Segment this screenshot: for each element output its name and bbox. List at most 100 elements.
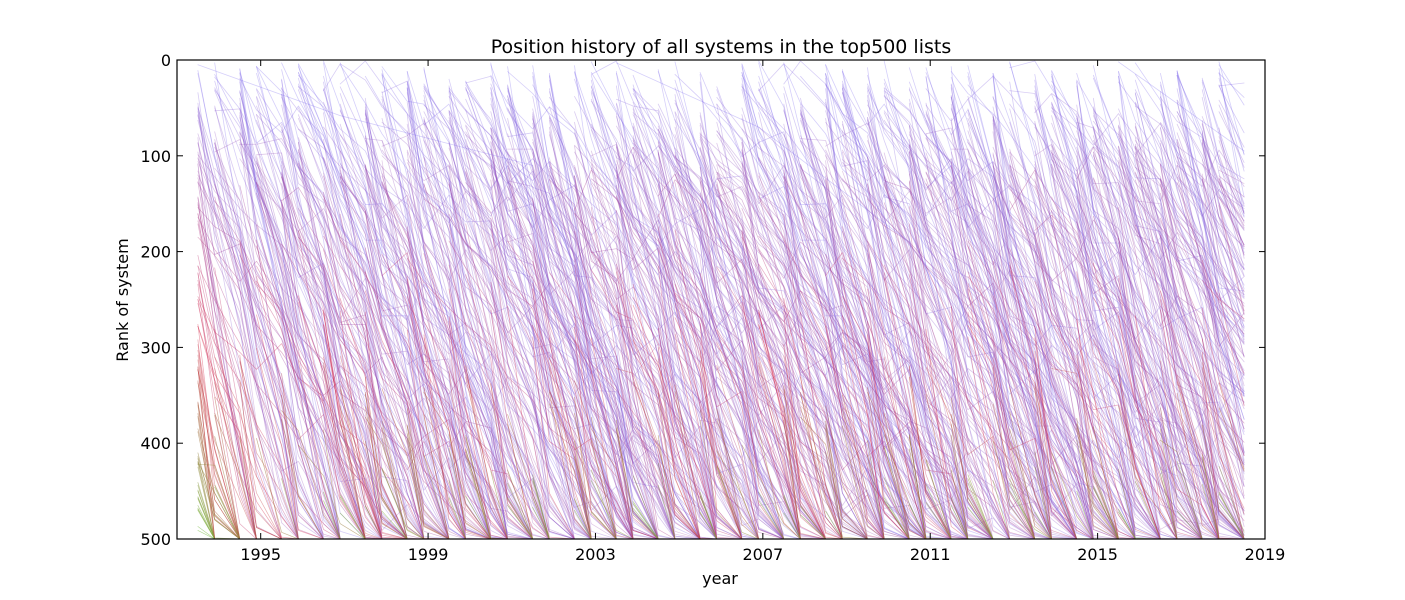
system-series-line: [256, 120, 366, 539]
system-series-line: [632, 125, 718, 539]
system-series-line: [883, 112, 1052, 539]
system-series-line: [590, 511, 617, 539]
system-series-line: [616, 210, 676, 539]
system-series-line: [323, 263, 508, 539]
system-series-line: [448, 110, 592, 539]
system-series-line: [1176, 381, 1220, 539]
system-series-line: [967, 149, 1078, 539]
system-series-line: [281, 94, 450, 539]
system-series-line: [197, 498, 216, 539]
system-series-line: [549, 162, 659, 539]
system-series-line: [1176, 73, 1245, 246]
system-series-line: [532, 282, 592, 539]
system-series-line: [323, 112, 408, 539]
system-series-line: [1034, 107, 1161, 539]
system-series-line: [197, 369, 241, 539]
system-series-line: [1034, 185, 1245, 465]
system-series-line: [741, 137, 826, 539]
system-series-line: [239, 379, 282, 539]
system-series-line: [716, 142, 843, 539]
system-series-line: [1201, 484, 1220, 539]
system-series-line: [825, 405, 868, 539]
system-series-line: [908, 151, 1036, 539]
system-series-line: [298, 86, 785, 539]
system-series-line: [699, 133, 1119, 539]
system-series-line: [967, 497, 994, 539]
system-series-line: [657, 125, 1078, 539]
system-series-line: [1118, 160, 1245, 457]
system-series-line: [825, 101, 927, 539]
system-series-line: [1093, 112, 1245, 539]
system-series-line: [490, 149, 592, 539]
system-series-line: [1034, 100, 1245, 394]
system-series-line: [197, 462, 241, 539]
system-series-line: [1093, 151, 1178, 539]
system-series-line: [448, 142, 550, 539]
system-series-line: [800, 109, 927, 539]
system-series-line: [298, 89, 425, 539]
system-series-line: [992, 152, 1119, 539]
system-series-line: [381, 149, 592, 539]
system-series-line: [967, 142, 1119, 539]
system-series-line: [532, 139, 718, 539]
system-series-line: [699, 166, 785, 539]
system-series-line: [256, 280, 408, 539]
system-series-line: [741, 444, 801, 539]
system-series-line: [490, 136, 718, 539]
system-series-line: [214, 62, 299, 539]
system-series-line: [256, 73, 341, 539]
system-series-line: [1051, 110, 1245, 392]
system-series-line: [1218, 61, 1245, 156]
system-series-line: [239, 73, 366, 539]
system-series-line: [574, 396, 592, 539]
system-series-line: [699, 181, 885, 539]
system-series-line: [490, 281, 575, 539]
system-series-line: [867, 74, 1094, 539]
system-series-line: [339, 355, 408, 539]
system-series-line: [339, 310, 383, 539]
system-series-line: [1034, 74, 1178, 539]
system-series-line: [197, 509, 216, 539]
system-series-line: [883, 264, 994, 539]
system-series-line: [783, 239, 994, 539]
system-series-line: [214, 356, 282, 539]
system-series-line: [716, 103, 801, 539]
system-series-line: [657, 141, 801, 539]
system-series-line: [1076, 169, 1245, 539]
system-series-line: [1076, 423, 1119, 539]
system-series-line: [197, 133, 341, 539]
system-series-line: [364, 416, 425, 539]
system-series-line: [1218, 205, 1245, 315]
system-series-line: [758, 263, 952, 539]
system-series-line: [967, 478, 994, 539]
system-series-line: [1034, 466, 1052, 539]
system-series-line: [883, 96, 1245, 539]
system-series-line: [1118, 171, 1245, 487]
system-series-line: [197, 505, 216, 539]
system-series-line: [699, 146, 969, 539]
system-series-line: [364, 290, 467, 539]
system-series-line: [1034, 79, 1136, 539]
system-series-line: [616, 116, 785, 539]
system-series-line: [239, 185, 341, 539]
system-series-line: [239, 79, 324, 539]
system-series-line: [281, 478, 299, 539]
system-series-line: [423, 85, 634, 539]
system-series-line: [1009, 60, 1245, 345]
system-series-line: [1176, 123, 1245, 321]
system-series-line: [214, 184, 341, 539]
system-series-line: [1076, 296, 1136, 539]
system-series-line: [532, 149, 634, 539]
system-series-line: [716, 130, 994, 539]
system-series-line: [532, 197, 592, 539]
system-series-line: [507, 85, 634, 539]
system-series-line: [657, 129, 994, 539]
system-series-line: [925, 172, 1094, 539]
system-series-line: [590, 178, 826, 539]
system-series-line: [323, 60, 467, 539]
system-series-line: [1093, 475, 1119, 539]
system-series-line: [448, 480, 467, 539]
system-series-line: [406, 137, 508, 539]
system-series-line: [674, 317, 743, 539]
system-series-line: [674, 165, 801, 539]
